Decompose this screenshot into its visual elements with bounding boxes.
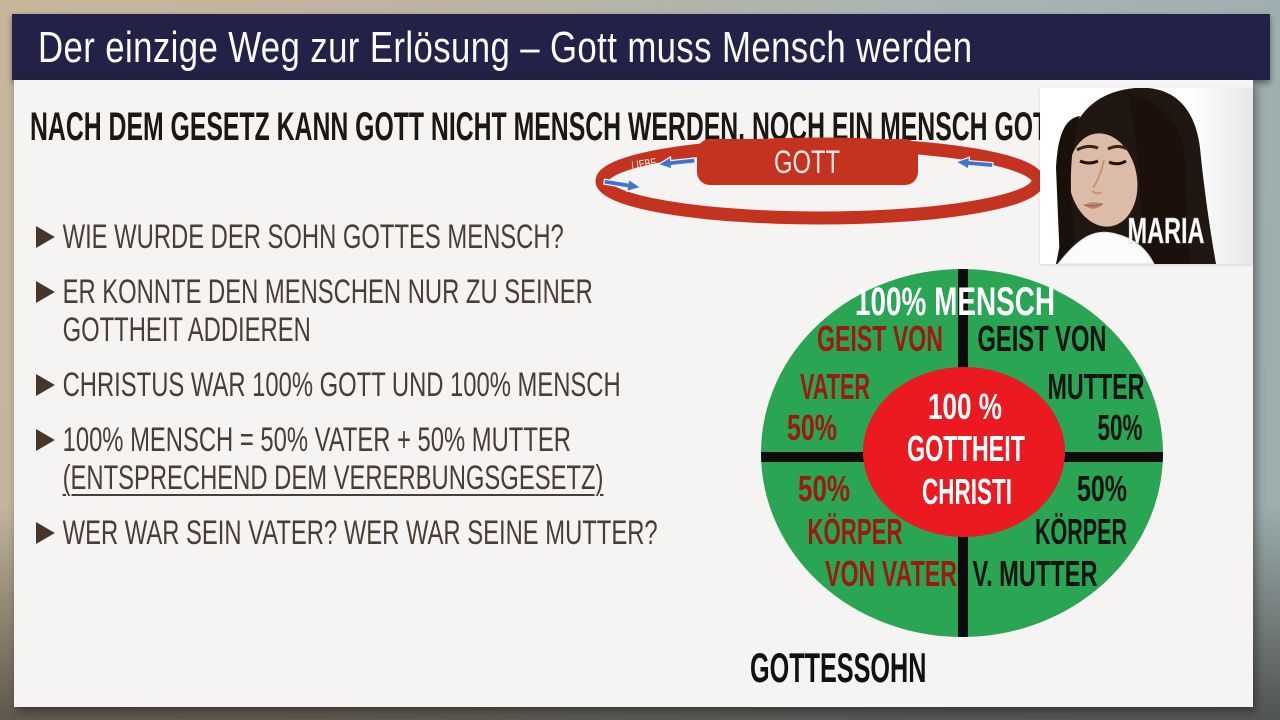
- arrow-left-icon: [954, 156, 994, 171]
- triangle-bullet-icon: [36, 429, 55, 451]
- svg-text:CHRISTI: CHRISTI: [922, 471, 1012, 512]
- svg-text:KÖRPER: KÖRPER: [808, 511, 903, 552]
- bullet-list: WIE WURDE DER SOHN GOTTES MENSCH? ER KON…: [36, 218, 666, 569]
- slide-body: NACH DEM GESETZ KANN GOTT NICHT MENSCH W…: [14, 80, 1253, 707]
- svg-text:V. MUTTER: V. MUTTER: [973, 553, 1098, 594]
- closed-eye: [1108, 159, 1127, 166]
- svg-text:VON VATER: VON VATER: [825, 553, 957, 594]
- triangle-bullet-icon: [36, 281, 55, 303]
- maria-photo: MARIA: [1040, 88, 1253, 264]
- face: [1068, 133, 1138, 227]
- triangle-bullet-icon: [36, 374, 55, 396]
- eyebrow: [1107, 145, 1128, 151]
- quadrant-bottom-left: 50% KÖRPER VON VATER: [798, 468, 957, 594]
- quadrant-bottom-right: 50% KÖRPER V. MUTTER: [973, 468, 1128, 594]
- heading-line-1: NACH DEM GESETZ KANN GOTT NICHT MENSCH: [30, 105, 622, 149]
- bullet-text: WIE WURDE DER SOHN GOTTES MENSCH?: [62, 218, 564, 256]
- maria-label: MARIA: [1128, 210, 1205, 251]
- center-labels: 100 % GOTTHEIT CHRISTI: [907, 386, 1025, 512]
- bullet-text: CHRISTUS WAR 100% GOTT UND 100% MENSCH: [62, 366, 621, 404]
- svg-text:50%: 50%: [1098, 407, 1143, 448]
- hair-front-right: [1128, 94, 1190, 264]
- svg-text:GEIST VON: GEIST VON: [817, 318, 943, 359]
- bullet-item: 100% MENSCH = 50% VATER + 50% MUTTER (EN…: [36, 421, 666, 497]
- white-shirt: [1057, 231, 1155, 264]
- svg-text:GOTTHEIT: GOTTHEIT: [907, 428, 1025, 469]
- bullet-item: WER WAR SEIN VATER? WER WAR SEINE MUTTER…: [36, 514, 666, 552]
- svg-text:VATER: VATER: [800, 366, 870, 407]
- section-heading: NACH DEM GESETZ KANN GOTT NICHT MENSCH W…: [30, 105, 1180, 150]
- lips-line: [1083, 203, 1104, 207]
- slide-title: Der einzige Weg zur Erlösung – Gott muss…: [38, 23, 973, 72]
- triangle-bullet-icon: [36, 226, 55, 248]
- christ-circle-diagram: 100% MENSCH GEIST VON VATER 50% GEIST VO…: [761, 269, 1163, 637]
- red-center-circle: [863, 367, 1065, 537]
- god-cycle-diagram: GOTT LIEBE FRUCHT WORT GOTTES: [595, 137, 1045, 225]
- arrow-right-icon: [603, 178, 643, 193]
- svg-text:50%: 50%: [798, 468, 850, 509]
- gott-label: GOTT: [774, 144, 840, 180]
- frucht-label: FRUCHT: [921, 153, 957, 171]
- svg-text:50%: 50%: [1077, 468, 1127, 509]
- bullet-text: ER KONNTE DEN MENSCHEN NUR ZU SEINER: [62, 273, 593, 311]
- circle-caption: GOTTESSOHN: [750, 644, 927, 691]
- bullet-item: CHRISTUS WAR 100% GOTT UND 100% MENSCH: [36, 366, 666, 404]
- liebe-label: LIEBE: [631, 155, 658, 172]
- bullet-text: WER WAR SEIN VATER? WER WAR SEINE MUTTER…: [62, 514, 658, 552]
- svg-text:MUTTER: MUTTER: [1048, 366, 1145, 407]
- arrow-left-icon: [656, 156, 696, 170]
- title-bar: Der einzige Weg zur Erlösung – Gott muss…: [12, 14, 1270, 80]
- quadrant-top-left: GEIST VON VATER 50%: [787, 318, 943, 448]
- triangle-bullet-icon: [36, 522, 55, 544]
- svg-text:50%: 50%: [787, 407, 837, 448]
- nose-line: [1091, 159, 1105, 195]
- hair-front-left: [1056, 116, 1080, 264]
- svg-text:KÖRPER: KÖRPER: [1035, 511, 1127, 552]
- top-label: 100% MENSCH: [855, 280, 1055, 324]
- bullet-item: WIE WURDE DER SOHN GOTTES MENSCH?: [36, 218, 666, 256]
- bullet-text: GOTTHEIT ADDIEREN: [62, 311, 311, 349]
- gott-box: [697, 139, 918, 185]
- bullet-text: 100% MENSCH = 50% VATER + 50% MUTTER: [62, 421, 571, 459]
- bullet-item: ER KONNTE DEN MENSCHEN NUR ZU SEINER GOT…: [36, 273, 666, 349]
- svg-text:GEIST VON: GEIST VON: [978, 318, 1107, 359]
- bullet-text-underlined: (ENTSPRECHEND DEM VERERBUNGSGESETZ): [62, 459, 604, 497]
- svg-text:100 %: 100 %: [928, 386, 1002, 427]
- quadrant-top-right: GEIST VON MUTTER 50%: [978, 318, 1145, 448]
- eyebrow: [1076, 144, 1099, 152]
- closed-eye: [1079, 159, 1099, 165]
